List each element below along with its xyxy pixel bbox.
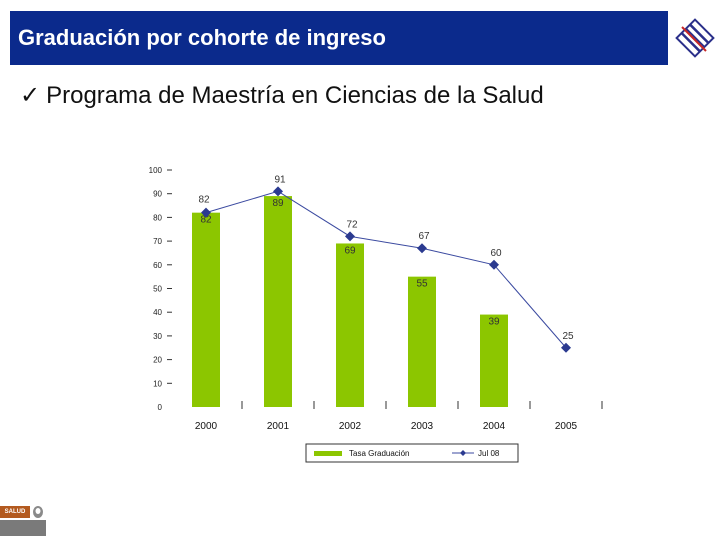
line-value-label: 25 (562, 331, 574, 342)
bar (408, 276, 436, 407)
subtitle-text: Programa de Maestría en Ciencias de la S… (46, 82, 544, 109)
line-point (273, 186, 283, 197)
x-category-label: 2001 (267, 421, 290, 432)
bar-value-label: 69 (344, 245, 356, 256)
y-tick-label: 10 (153, 379, 162, 388)
x-category-label: 2002 (339, 421, 362, 432)
legend-line-marker (460, 450, 466, 456)
y-tick-label: 50 (153, 285, 162, 294)
bar-value-label: 39 (488, 317, 500, 328)
y-tick-label: 80 (153, 213, 162, 222)
bar (192, 212, 220, 407)
legend-box (305, 443, 519, 463)
page-title: Graduación por cohorte de ingreso (18, 25, 386, 50)
logo-icon (675, 18, 715, 58)
line-point (201, 207, 211, 218)
bar (264, 196, 292, 407)
bar-value-label: 89 (272, 198, 284, 209)
footer-salud-label: SALUD (0, 506, 30, 518)
line-point (489, 259, 499, 270)
y-tick-label: 20 (153, 356, 162, 365)
x-category-label: 2003 (411, 421, 434, 432)
institution-logo (670, 11, 720, 65)
y-tick-label: 60 (153, 261, 162, 270)
legend-line-label: Jul 08 (478, 449, 500, 458)
line-value-label: 82 (198, 195, 210, 206)
checkmark-icon: ✓ (20, 82, 41, 109)
y-tick-label: 30 (153, 332, 162, 341)
line-point (561, 342, 571, 353)
x-category-label: 2004 (483, 421, 506, 432)
line-value-label: 72 (346, 219, 358, 230)
footer-bar (0, 520, 46, 536)
legend-bar-label: Tasa Graduación (349, 449, 409, 458)
line-value-label: 91 (274, 174, 286, 185)
title-bar: Graduación por cohorte de ingreso (10, 11, 668, 65)
crest-icon (33, 506, 43, 518)
line-point (345, 231, 355, 242)
y-tick-label: 40 (153, 308, 162, 317)
y-tick-label: 70 (153, 237, 162, 246)
bar (480, 314, 508, 407)
y-tick-label: 100 (149, 166, 163, 175)
subtitle: ✓ Programa de Maestría en Ciencias de la … (20, 81, 544, 110)
line-value-label: 67 (418, 231, 430, 242)
legend-bar-swatch (314, 451, 342, 456)
bar-value-label: 55 (416, 279, 428, 290)
bar (336, 243, 364, 407)
y-tick-label: 90 (153, 190, 162, 199)
x-category-label: 2005 (555, 421, 578, 432)
x-category-label: 2000 (195, 421, 218, 432)
y-tick-label: 0 (158, 403, 163, 412)
line-point (417, 243, 427, 254)
series-line (205, 190, 567, 349)
line-value-label: 60 (490, 248, 502, 259)
bar-value-label: 82 (200, 215, 212, 226)
